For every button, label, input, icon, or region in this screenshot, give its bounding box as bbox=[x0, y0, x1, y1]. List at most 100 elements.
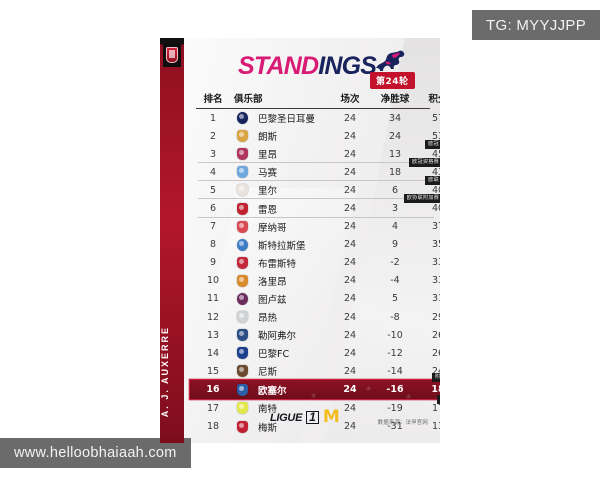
cell-rank: 7 bbox=[209, 221, 217, 233]
cell-points: 26 bbox=[431, 347, 440, 359]
cell-points: 45 bbox=[431, 148, 440, 160]
crest-shield-shape bbox=[166, 47, 178, 63]
cell-goal-diff: -10 bbox=[387, 329, 403, 341]
ligue1-logo-number: 1 bbox=[306, 411, 319, 424]
cell-played: 24 bbox=[343, 365, 357, 377]
qualification-badge: 欧协联附加赛 bbox=[403, 194, 440, 203]
ligue1-logo-text: LIGUE bbox=[270, 411, 303, 424]
crest-shape bbox=[236, 329, 248, 342]
cell-played: 24 bbox=[343, 166, 357, 178]
cell-rank: 5 bbox=[209, 184, 217, 196]
qualification-badge: 欧联 bbox=[425, 176, 440, 185]
auxerre-crest-icon bbox=[163, 43, 181, 67]
watermark-bottom-left: www.helloobhaiaah.com bbox=[0, 438, 191, 468]
cell-club-name: 洛里昂 bbox=[258, 276, 287, 288]
club-crest-icon bbox=[230, 130, 254, 143]
club-crest-icon bbox=[230, 220, 254, 233]
cell-points: 17 bbox=[431, 402, 440, 414]
crest-shape bbox=[236, 256, 248, 269]
cell-rank: 14 bbox=[206, 347, 220, 359]
cell-club-name: 昂热 bbox=[258, 313, 278, 325]
column-header-played: 场次 bbox=[340, 94, 360, 105]
cell-points: 18 bbox=[431, 384, 440, 396]
cell-club-name: 雷恩 bbox=[258, 204, 278, 216]
crest-shape bbox=[236, 184, 248, 197]
crest-shape bbox=[236, 292, 248, 305]
club-spine: A. J. AUXERRE bbox=[160, 38, 184, 443]
cell-points: 40 bbox=[431, 184, 440, 196]
title-part-one: STAND bbox=[238, 52, 319, 80]
cell-goal-diff: -19 bbox=[387, 402, 403, 414]
cell-played: 24 bbox=[343, 112, 357, 124]
cell-club-name: 欧塞尔 bbox=[258, 385, 287, 397]
cell-played: 24 bbox=[343, 421, 357, 433]
cell-points: 26 bbox=[431, 329, 440, 341]
decorative-star-icon: ★ bbox=[405, 392, 413, 402]
club-crest-icon bbox=[230, 383, 254, 396]
club-crest-icon bbox=[230, 256, 254, 269]
cell-rank: 15 bbox=[206, 365, 220, 377]
table-row: 10 洛里昂 24 -4 33 bbox=[196, 272, 440, 290]
crest-shape bbox=[236, 202, 248, 215]
cell-club-name: 梅斯 bbox=[258, 422, 278, 434]
cell-club-name: 里尔 bbox=[258, 186, 278, 198]
table-row: 4 马赛 24 18 43欧冠资格赛 bbox=[196, 158, 440, 182]
cell-rank: 3 bbox=[209, 148, 217, 160]
cell-rank: 11 bbox=[206, 293, 220, 305]
table-row: 13 勒阿弗尔 24 -10 26 bbox=[196, 326, 440, 344]
table-row: 2 朗斯 24 24 53 bbox=[196, 127, 440, 145]
qualification-badge: 欧冠资格赛 bbox=[409, 158, 440, 167]
cell-club-name: 朗斯 bbox=[258, 132, 278, 144]
cell-goal-diff: 4 bbox=[391, 221, 399, 233]
cell-points: 37 bbox=[431, 221, 440, 233]
table-row: 6 雷恩 24 3 40欧协联附加赛 bbox=[196, 194, 440, 218]
table-body: 1巴黎圣日耳曼2434572朗斯2424533里昂241345欧冠4马赛2418… bbox=[190, 109, 440, 436]
standings-table: 排名 俱乐部 场次 净胜球 积分 1巴黎圣日耳曼2434572朗斯2424533… bbox=[184, 88, 440, 443]
table-row: 8 斯特拉斯堡 24 9 35 bbox=[196, 236, 440, 254]
crest-shape bbox=[236, 420, 248, 433]
column-header-points: 积分 bbox=[428, 94, 440, 105]
table-row: 7 摩纳哥 24 4 37 bbox=[196, 218, 440, 236]
cell-goal-diff: 24 bbox=[388, 130, 402, 142]
table-row: 9 布雷斯特 24 -2 33 bbox=[196, 254, 440, 272]
cell-rank: 6 bbox=[209, 203, 217, 215]
cell-rank: 9 bbox=[209, 257, 217, 269]
crest-shape bbox=[236, 166, 248, 179]
cell-rank: 10 bbox=[206, 275, 220, 287]
cell-played: 24 bbox=[343, 221, 357, 233]
club-crest-icon bbox=[230, 420, 254, 433]
table-row: 5 里尔 24 6 40欧联 bbox=[196, 176, 440, 200]
club-crest-icon bbox=[230, 347, 254, 360]
table-row: 11 图卢兹 24 5 31 bbox=[196, 290, 440, 308]
cell-points: 13 bbox=[431, 421, 440, 433]
cell-goal-diff: 9 bbox=[391, 239, 399, 251]
cell-club-name: 尼斯 bbox=[258, 367, 278, 379]
crest-shape bbox=[236, 311, 248, 324]
cell-played: 24 bbox=[343, 384, 357, 396]
watermark-top-right: TG: MYYJJPP bbox=[472, 10, 600, 40]
ligue1-logo: LIGUE 1 M bbox=[270, 407, 340, 427]
crest-shape bbox=[236, 402, 248, 415]
cell-played: 24 bbox=[343, 329, 357, 341]
cell-goal-diff: -8 bbox=[390, 311, 400, 323]
title-part-two: INGS bbox=[318, 52, 377, 80]
crest-shape bbox=[236, 112, 248, 125]
cell-played: 24 bbox=[343, 130, 357, 142]
decorative-star-icon: ★ bbox=[260, 383, 268, 393]
cell-points: 40 bbox=[431, 203, 440, 215]
table-row: 18 梅斯 24 -31 13 bbox=[196, 418, 440, 436]
cell-goal-diff: 5 bbox=[391, 293, 399, 305]
cell-points: 33 bbox=[431, 257, 440, 269]
column-header-goal-diff: 净胜球 bbox=[380, 94, 410, 105]
cell-club-name: 里昂 bbox=[258, 150, 278, 162]
cell-points: 35 bbox=[431, 239, 440, 251]
table-row: 15 尼斯 24 -14 24 bbox=[196, 362, 440, 380]
cell-points: 29 bbox=[431, 311, 440, 323]
mcdonalds-arches-icon: M bbox=[322, 407, 340, 427]
cell-rank: 1 bbox=[209, 112, 217, 124]
cell-played: 24 bbox=[343, 311, 357, 323]
club-crest-icon bbox=[230, 202, 254, 215]
round-badge: 第24轮 bbox=[370, 72, 415, 89]
cell-points: 53 bbox=[431, 130, 440, 142]
